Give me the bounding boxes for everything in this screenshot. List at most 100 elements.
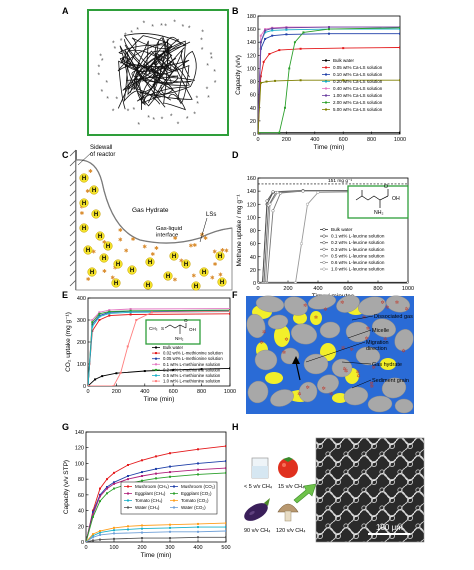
data-point [283, 106, 286, 109]
gas-hydrate-patch [310, 311, 322, 325]
dissociated-gas-mark: ✲ [303, 303, 307, 309]
series-line [86, 530, 226, 542]
label-pointer [305, 341, 366, 363]
dissociated-gas-mark: ✲ [369, 381, 373, 387]
data-point [135, 319, 138, 321]
lss-particle: ✱ [212, 249, 217, 256]
data-point [141, 475, 143, 477]
y-tick-label: 400 [77, 296, 86, 302]
lss-label: LSs [206, 212, 216, 218]
sediment-label-line: direction [366, 346, 387, 352]
gas-hydrate-patch [265, 372, 283, 384]
data-point [113, 526, 115, 529]
legend-entry: 5.00 wt% Ca-LS solution [333, 107, 383, 112]
data-point [169, 475, 171, 478]
data-point [113, 487, 115, 490]
legend-entry: Eggplant (CO₂) [181, 491, 212, 496]
counter-ion-mark: * [106, 96, 109, 103]
data-point [225, 526, 226, 529]
y-tick-label: 100 [247, 66, 256, 72]
legend-marker [155, 352, 157, 355]
lss-particle: ✱ [86, 276, 91, 283]
data-point [259, 81, 262, 84]
y-axis-label: Capacity (v/v) [235, 55, 242, 95]
counter-ion-mark: * [100, 89, 103, 96]
hydrate-marker [163, 271, 173, 281]
legend-marker [155, 363, 157, 366]
plot-frame [85, 431, 227, 543]
data-point [225, 536, 226, 539]
legend-entry: Bulk water [331, 227, 353, 232]
hydrate-marker [113, 259, 123, 269]
counter-ion-mark: * [207, 95, 210, 102]
hydrate-marker-label: H [202, 270, 206, 276]
lss-particle: ✱ [91, 248, 96, 255]
legend-marker [322, 227, 326, 232]
hydrate-marker-label: H [82, 226, 86, 232]
hydrate-marker [91, 209, 101, 219]
dissociated-gas-mark: ✲ [383, 336, 387, 342]
data-point [92, 533, 94, 536]
data-point [169, 465, 171, 468]
counter-ion-mark: * [127, 108, 130, 115]
counter-ion-mark: * [136, 27, 139, 34]
y-tick-label: 100 [247, 215, 256, 221]
lss-particle: ✱ [118, 227, 123, 234]
polymer-chain [124, 39, 146, 106]
counter-ion-mark: * [206, 87, 209, 94]
polymer-chain [140, 52, 190, 86]
lss-particle: ✱ [113, 265, 118, 272]
counter-ion-mark: * [160, 23, 163, 30]
legend-entry: 0.1 wt% L-methionine solution [163, 362, 221, 367]
hydrate-marker-label: H [86, 248, 90, 254]
data-point [127, 475, 129, 477]
sediment-label-line: Sediment grain [372, 378, 409, 384]
x-tick-label: 0 [86, 389, 89, 395]
hydrate-marker-label: H [146, 283, 150, 289]
x-tick-label: 0 [256, 286, 259, 292]
series-line [88, 367, 230, 386]
data-point [225, 530, 226, 532]
hydrate-marker [103, 241, 113, 251]
x-tick-label: 200 [112, 389, 121, 395]
data-point [328, 32, 330, 35]
hydrate-marker [79, 173, 89, 183]
data-point [299, 79, 302, 82]
sediment-label-line: Migration [366, 340, 389, 346]
data-point [113, 471, 115, 474]
legend-entry: Eggplant (CH₄) [135, 491, 166, 496]
x-tick-label: 300 [165, 545, 174, 551]
data-point [169, 471, 171, 474]
data-point [108, 310, 111, 313]
legend-entry: 0.1 wt% L-leucine solution [331, 234, 385, 239]
data-point [302, 31, 305, 34]
sediment-grain [394, 398, 414, 414]
y-tick-label: 100 [77, 362, 86, 368]
dissociated-gas-mark: ✲ [365, 336, 369, 342]
x-tick-label: 800 [367, 137, 376, 143]
data-point [225, 460, 226, 463]
data-point [399, 79, 400, 82]
hydrate-marker [87, 267, 97, 277]
liquid-region [75, 159, 233, 291]
dissociated-gas-mark: ✲ [395, 300, 399, 306]
panel-letter-f: F [232, 290, 238, 300]
legend-marker [322, 247, 326, 251]
data-point [129, 309, 132, 312]
y-tick-label: 160 [247, 176, 256, 182]
data-point [259, 75, 262, 78]
label-pointer [351, 379, 372, 389]
data-point [271, 27, 274, 30]
data-point [99, 487, 101, 490]
dissociated-gas-mark: ✲ [381, 300, 385, 306]
legend-marker [325, 108, 327, 111]
data-point [99, 530, 101, 532]
x-tick-label: 600 [343, 286, 352, 292]
sediment-grain [298, 381, 318, 403]
y-tick-label: 40 [250, 255, 256, 261]
data-point [141, 479, 143, 482]
data-point [399, 28, 400, 31]
legend-entry: Tomato (CO₂) [181, 498, 209, 503]
